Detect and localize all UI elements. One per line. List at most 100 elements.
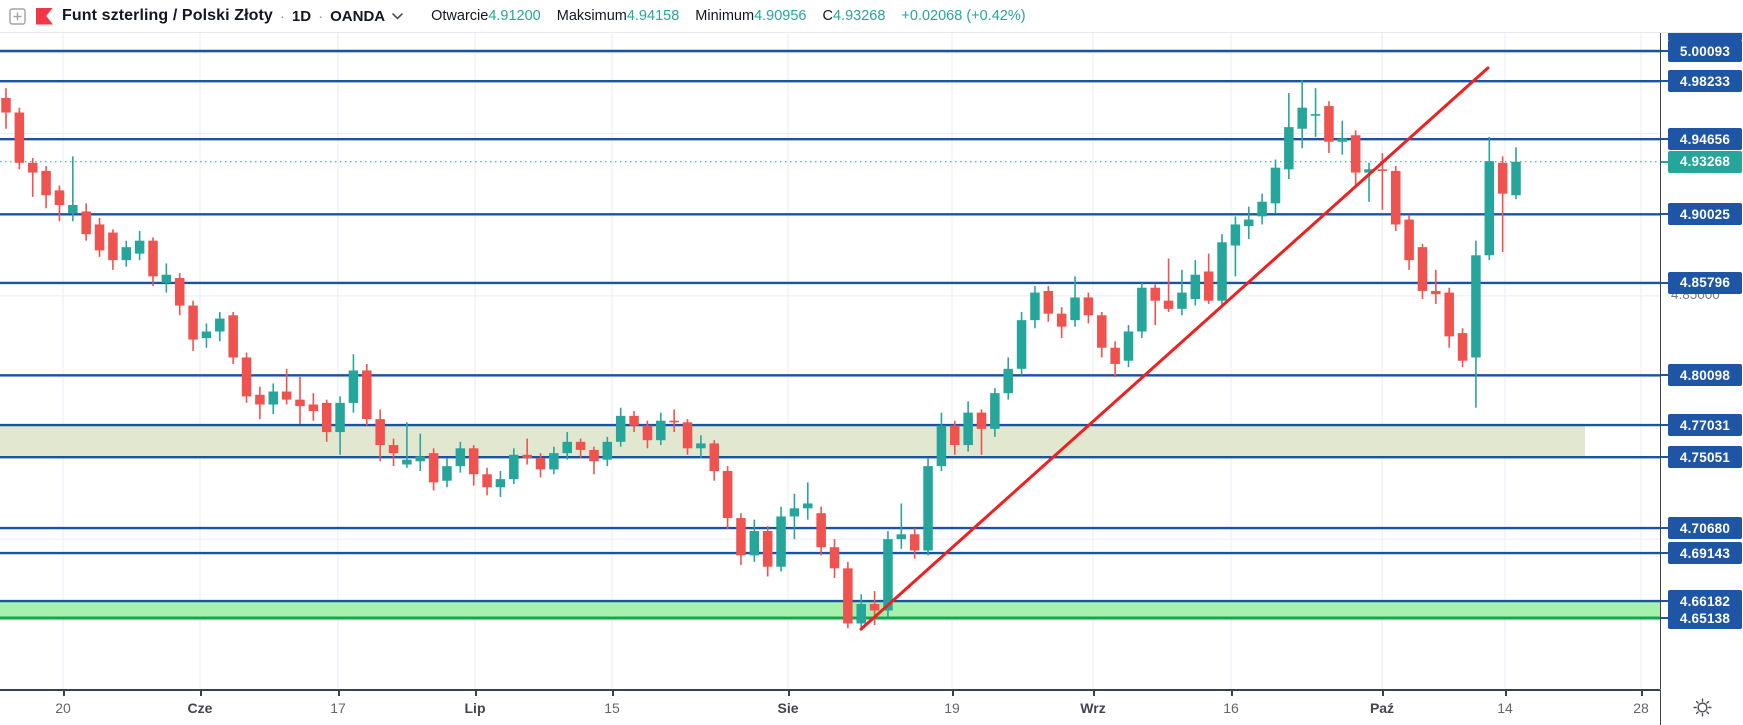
time-axis-label: 15: [604, 700, 620, 716]
gear-icon[interactable]: [1692, 698, 1712, 717]
axis-settings-corner: [1660, 689, 1743, 725]
candle-body: [54, 190, 65, 205]
candle-body: [1350, 135, 1361, 173]
time-axis-label: 28: [1633, 700, 1649, 716]
time-axis-tickmark: [1505, 691, 1507, 696]
candle-body: [522, 454, 532, 459]
candle-body: [482, 474, 492, 488]
candle-body: [1257, 201, 1267, 217]
candle-body: [1097, 315, 1107, 348]
interval-label[interactable]: 1D: [291, 7, 312, 25]
candle-body: [1471, 255, 1481, 358]
change-value: +0.02068 (+0.42%): [901, 8, 1026, 24]
candle-body: [321, 402, 332, 433]
time-axis-tickmark: [1382, 691, 1384, 696]
time-axis-tickmark: [200, 691, 202, 696]
price-level-label: 4.75051: [1668, 446, 1742, 469]
close-readout: C4.93268: [822, 8, 886, 24]
candle-body: [642, 425, 653, 441]
price-level-label: 4.98233: [1668, 70, 1742, 93]
price-label-tick: [1661, 424, 1668, 427]
candle-body: [562, 441, 572, 454]
separator-dot: ·: [318, 7, 324, 25]
candle-body: [455, 448, 466, 467]
price-label-tick: [1661, 600, 1668, 603]
candle-body: [1, 97, 11, 113]
candle-body: [468, 448, 479, 475]
chart-toolbar: Funt szterling / Polski Złoty · 1D · OAN…: [0, 0, 1743, 33]
candle-body: [1417, 247, 1428, 291]
candle-body: [1230, 224, 1241, 246]
ohlc-readout: Otwarcie4.91200 Maksimum4.94158 Minimum4…: [431, 8, 1041, 24]
time-axis-label: Sie: [777, 700, 799, 716]
high-readout: Maksimum4.94158: [556, 8, 680, 24]
candle-body: [1391, 170, 1401, 225]
candle-body: [14, 112, 25, 163]
candle-body: [375, 419, 385, 446]
trendline[interactable]: [859, 66, 1490, 631]
candle-body: [509, 454, 519, 480]
high-value: 4.94158: [626, 8, 680, 24]
exchange-label[interactable]: OANDA: [330, 7, 386, 25]
candle-body: [1110, 347, 1120, 364]
candle-body: [148, 240, 158, 277]
candle-body: [803, 503, 813, 509]
chevron-down-icon[interactable]: [392, 12, 403, 20]
price-label-tick: [1661, 160, 1668, 163]
candle-body: [1190, 274, 1201, 300]
time-axis-label: 19: [944, 700, 960, 716]
candle-body: [1431, 290, 1441, 295]
candle-body: [68, 204, 78, 214]
candle-body: [1284, 127, 1294, 170]
candle-body: [883, 539, 893, 611]
candle-body: [362, 370, 372, 420]
candle-body: [535, 458, 546, 470]
candle-body: [549, 453, 559, 470]
candle-body: [656, 420, 666, 441]
price-level-label: 4.85796: [1668, 271, 1742, 294]
candle-body: [1377, 169, 1388, 171]
candlestick-chart[interactable]: [0, 33, 1660, 689]
candle-body: [1484, 161, 1495, 256]
price-level-label: 4.90025: [1668, 203, 1742, 226]
candle-body: [41, 170, 51, 196]
symbol-flag-icon[interactable]: [36, 7, 53, 25]
candle-body: [602, 441, 613, 460]
candle-body: [161, 274, 172, 283]
candle-body: [281, 391, 292, 400]
time-axis-label: Cze: [187, 700, 213, 716]
candle-body: [843, 568, 853, 624]
price-label-tick: [1661, 617, 1668, 619]
candle-body: [696, 443, 706, 449]
symbol-title[interactable]: Funt szterling / Polski Złoty: [62, 7, 273, 24]
candle-body: [415, 456, 426, 462]
candle-body: [174, 277, 185, 306]
price-label-tick: [1661, 80, 1668, 83]
price-axis[interactable]: 5.00093 4.98233 4.94656 4.93268 4.90025 4.857…: [1660, 33, 1743, 725]
time-axis[interactable]: 20 Cze 17 Lip 15 Sie 19 Wrz 16 Paź 14 28: [0, 689, 1660, 725]
candle-body: [121, 247, 132, 261]
price-label-tick: [1661, 50, 1668, 52]
close-value: 4.93268: [832, 8, 886, 24]
time-axis-label: Lip: [464, 700, 486, 716]
candle-body: [188, 305, 198, 340]
candle-body: [923, 466, 933, 551]
candle-body: [682, 422, 693, 449]
time-axis-tickmark: [1093, 691, 1095, 696]
candle-body: [629, 415, 639, 426]
candle-body: [81, 211, 91, 235]
time-axis-label: 16: [1223, 700, 1239, 716]
price-level-label: 4.80098: [1668, 364, 1742, 387]
time-axis-label: 20: [55, 700, 71, 716]
candle-body: [736, 518, 746, 556]
candle-body: [1003, 368, 1013, 394]
price-level-label: 4.94656: [1668, 128, 1742, 151]
candle-body: [1123, 331, 1134, 361]
candle-body: [963, 412, 973, 446]
time-axis-tickmark: [1641, 691, 1643, 696]
candle-body: [1310, 114, 1321, 116]
time-axis-tickmark: [788, 691, 790, 696]
time-axis-tickmark: [338, 691, 340, 696]
add-symbol-icon[interactable]: [9, 7, 26, 25]
price-level-label: 4.66182: [1668, 590, 1742, 613]
